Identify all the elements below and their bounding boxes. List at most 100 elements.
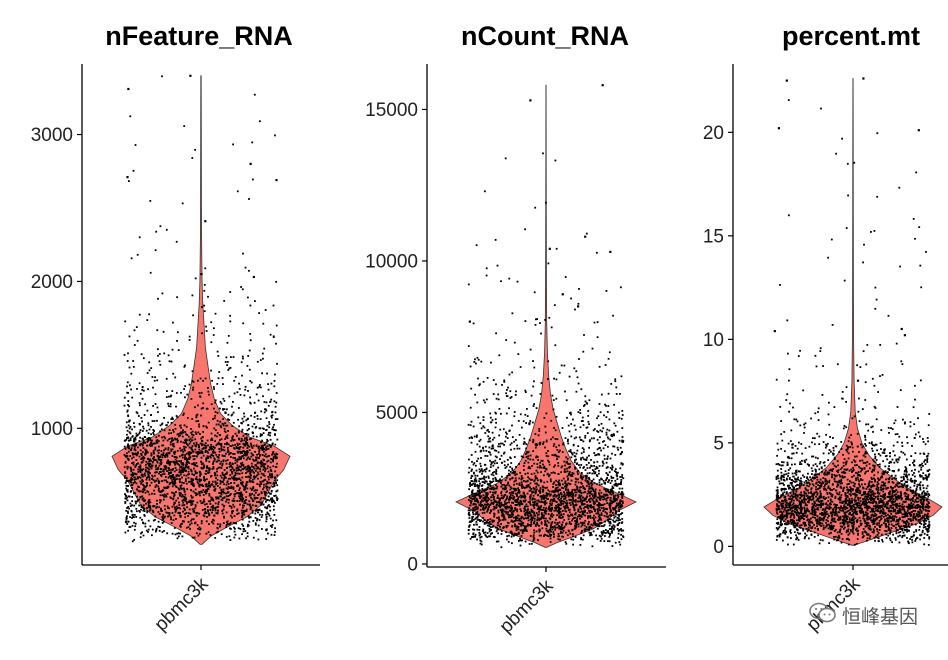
data-point xyxy=(146,510,149,512)
data-point xyxy=(183,447,186,450)
data-point xyxy=(472,322,475,325)
data-point xyxy=(584,435,587,437)
data-point xyxy=(179,424,182,427)
data-point xyxy=(228,395,231,398)
data-point xyxy=(555,486,558,489)
data-point xyxy=(245,537,247,540)
data-point xyxy=(534,477,537,480)
data-point xyxy=(527,515,530,518)
data-point xyxy=(478,534,481,537)
data-point xyxy=(225,476,227,479)
data-point xyxy=(593,503,596,506)
data-point xyxy=(182,471,184,473)
data-point xyxy=(274,470,277,473)
data-point xyxy=(469,537,472,540)
data-point xyxy=(474,533,477,536)
data-point xyxy=(225,511,228,514)
data-point xyxy=(270,445,272,447)
data-point xyxy=(507,540,510,543)
data-point xyxy=(560,364,563,367)
data-point xyxy=(214,312,217,315)
data-point xyxy=(156,449,159,452)
data-point xyxy=(241,468,244,471)
data-point xyxy=(242,442,245,445)
data-point xyxy=(216,478,219,481)
data-point xyxy=(474,517,477,520)
data-point xyxy=(252,444,255,447)
data-point xyxy=(194,148,196,151)
data-point xyxy=(592,488,595,491)
data-point xyxy=(160,450,163,452)
data-point xyxy=(178,488,181,491)
data-point xyxy=(608,429,611,432)
data-point xyxy=(134,452,137,455)
data-point xyxy=(222,488,225,491)
data-point xyxy=(220,481,222,483)
data-point xyxy=(180,440,182,443)
data-point xyxy=(200,451,202,454)
data-point xyxy=(212,506,215,509)
data-point xyxy=(591,469,594,471)
data-point xyxy=(559,532,562,534)
data-point xyxy=(187,461,190,464)
data-point xyxy=(576,523,578,526)
data-point xyxy=(194,492,197,494)
data-point xyxy=(238,450,241,453)
data-point xyxy=(475,497,478,500)
data-point xyxy=(594,524,597,526)
data-point xyxy=(158,482,160,484)
data-point xyxy=(153,420,156,422)
data-point xyxy=(269,517,272,520)
data-point xyxy=(533,513,536,516)
data-point xyxy=(265,499,268,502)
data-point xyxy=(245,472,247,474)
data-point xyxy=(543,465,546,468)
data-point xyxy=(275,490,278,493)
data-point xyxy=(545,524,548,526)
data-point xyxy=(270,382,273,385)
data-point xyxy=(123,404,126,407)
data-point xyxy=(478,504,481,507)
data-point xyxy=(540,382,543,384)
data-point xyxy=(536,518,539,521)
data-point xyxy=(242,450,244,453)
data-point xyxy=(233,447,235,449)
data-point xyxy=(129,466,132,469)
data-point xyxy=(545,454,548,457)
data-point xyxy=(131,436,134,438)
data-point xyxy=(526,415,529,417)
data-point xyxy=(552,471,555,474)
data-point xyxy=(540,513,543,516)
data-point xyxy=(174,533,177,536)
data-point xyxy=(496,480,499,482)
data-point xyxy=(471,536,474,538)
data-point xyxy=(263,464,266,466)
data-point xyxy=(234,376,237,378)
data-point xyxy=(152,510,155,513)
data-point xyxy=(171,469,174,471)
data-point xyxy=(500,482,502,484)
data-point xyxy=(236,508,239,511)
data-point xyxy=(156,379,159,382)
data-point xyxy=(545,527,548,530)
data-point xyxy=(202,407,204,409)
data-point xyxy=(613,422,616,425)
data-point xyxy=(598,465,601,467)
data-point xyxy=(491,521,494,523)
data-point xyxy=(564,471,567,473)
data-point xyxy=(165,511,168,514)
data-point xyxy=(163,495,165,498)
data-point xyxy=(166,487,169,489)
data-point xyxy=(243,486,245,488)
data-point xyxy=(495,484,497,487)
outlier-point xyxy=(127,87,130,91)
data-point xyxy=(574,459,576,462)
data-point xyxy=(619,393,621,395)
data-point xyxy=(239,482,242,484)
data-point xyxy=(201,443,204,446)
data-point xyxy=(222,490,225,493)
data-point xyxy=(610,514,612,517)
data-point xyxy=(569,504,572,506)
data-point xyxy=(146,451,149,454)
data-point xyxy=(154,393,157,396)
